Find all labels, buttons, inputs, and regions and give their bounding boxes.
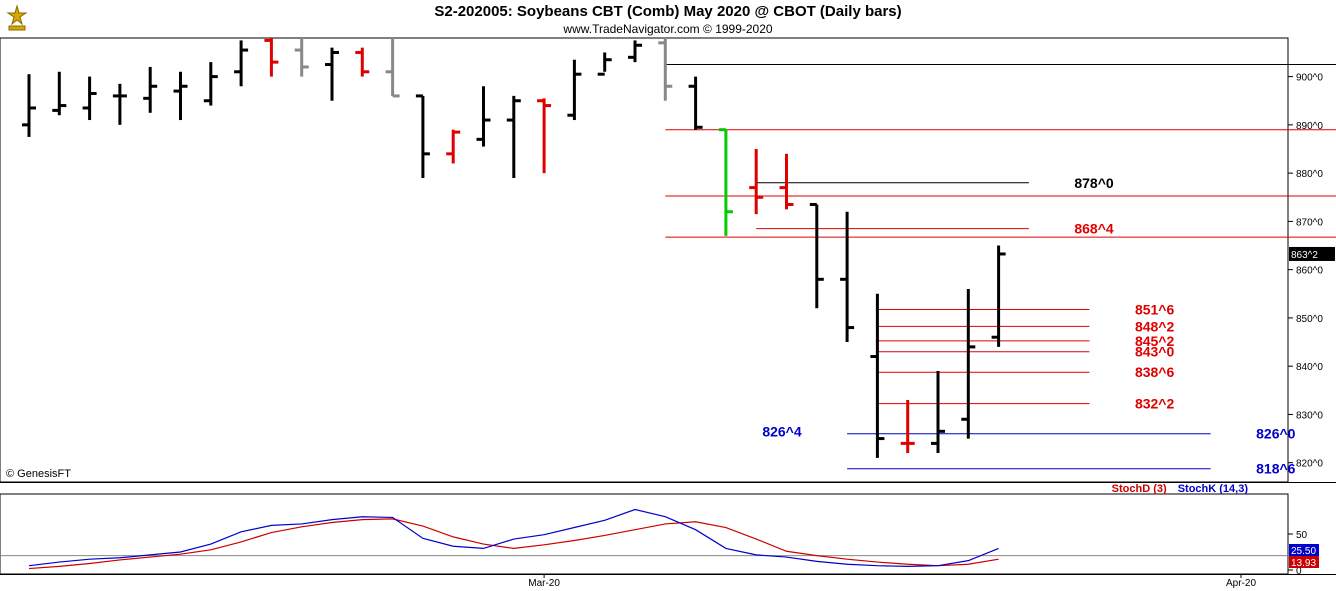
level-label: 838^6: [1135, 364, 1175, 380]
price-axis-tick-label: 870^0: [1296, 217, 1323, 228]
ohlc-bar: [870, 293, 885, 458]
level-label: 826^4: [762, 423, 802, 439]
ohlc-bar: [567, 59, 582, 121]
ohlc-bar: [294, 38, 309, 77]
ohlc-bar: [718, 128, 733, 236]
price-axis-tick-label: 830^0: [1296, 410, 1323, 421]
level-label: 826^0: [1256, 426, 1296, 442]
ohlc-bar: [325, 47, 339, 101]
level-label: 845^2: [1135, 333, 1175, 349]
level-label: 818^6: [1256, 461, 1296, 477]
level-label: 843^0: [1135, 344, 1175, 360]
copyright-text: © GenesisFT: [6, 468, 71, 480]
ohlc-bar: [597, 52, 612, 76]
stoch-last-value-box: [1289, 544, 1319, 556]
ohlc-bar: [203, 62, 218, 106]
stoch-k-line: [28, 508, 999, 568]
time-axis-label: Mar-20: [528, 578, 560, 589]
ohlc-bar: [991, 245, 1006, 347]
ohlc-bar: [143, 66, 158, 113]
ohlc-bar: [658, 38, 673, 101]
stoch-last-value-box: [1289, 556, 1319, 568]
last-price-label: 863^2: [1291, 250, 1318, 261]
price-axis-tick-label: 890^0: [1296, 121, 1323, 132]
ohlc-bar: [385, 38, 400, 98]
ohlc-bar: [476, 86, 491, 147]
level-label: 868^4: [1074, 221, 1114, 237]
price-axis-tick-label: 820^0: [1296, 459, 1323, 470]
ohlc-bar: [173, 71, 188, 121]
ohlc-bar: [355, 47, 370, 77]
time-axis-label: Apr-20: [1226, 578, 1256, 589]
price-axis-tick-label: 860^0: [1296, 266, 1323, 277]
stoch-axis-tick-label: 50: [1296, 530, 1308, 541]
ohlc-bar: [840, 211, 855, 343]
ohlc-bar: [809, 203, 824, 309]
price-axis-tick-label: 840^0: [1296, 362, 1323, 373]
legend-stoch-d: StochD (3): [1111, 483, 1167, 495]
ohlc-bar: [900, 399, 915, 454]
ohlc-bar: [688, 76, 703, 130]
ohlc-bar: [22, 74, 36, 137]
price-panel-frame: [0, 37, 1289, 483]
ohlc-bar: [52, 71, 67, 116]
level-label: 851^6: [1135, 301, 1175, 317]
ohlc-bar: [82, 76, 97, 121]
price-axis-tick-label: 880^0: [1296, 169, 1323, 180]
ohlc-bar: [779, 153, 794, 210]
level-label: 832^2: [1135, 396, 1175, 412]
genesis-logo-icon: [6, 4, 28, 31]
stoch-panel-frame: [0, 493, 1289, 575]
stochastic-legend: StochD (3) StochK (14,3): [1112, 483, 1248, 495]
ohlc-bar: [961, 288, 976, 439]
ohlc-bar: [264, 38, 279, 77]
level-label: 878^0: [1074, 175, 1114, 191]
ohlc-bar: [749, 149, 764, 215]
legend-stoch-k: StochK (14,3): [1177, 483, 1248, 495]
level-label: 848^2: [1135, 318, 1175, 334]
stoch-last-value-label: 13.93: [1291, 558, 1316, 569]
ohlc-bar: [415, 94, 430, 178]
price-axis-tick-label: 850^0: [1296, 314, 1323, 325]
ohlc-bar: [112, 83, 127, 125]
ohlc-bar: [234, 40, 249, 87]
ohlc-bar: [931, 371, 945, 454]
chart-subtitle: www.TradeNavigator.com © 1999-2020: [563, 22, 773, 36]
stoch-d-line: [28, 518, 999, 570]
ohlc-bar: [628, 40, 642, 63]
price-axis-tick-label: 900^0: [1296, 73, 1323, 84]
chart-title: S2-202005: Soybeans CBT (Comb) May 2020 …: [434, 3, 902, 20]
stoch-axis-tick-label: 0: [1296, 566, 1302, 577]
stoch-last-value-label: 25.50: [1291, 546, 1316, 557]
ohlc-bar: [506, 95, 521, 178]
ohlc-bar: [446, 129, 461, 164]
last-price-box: [1289, 246, 1335, 261]
ohlc-bar: [537, 98, 552, 174]
